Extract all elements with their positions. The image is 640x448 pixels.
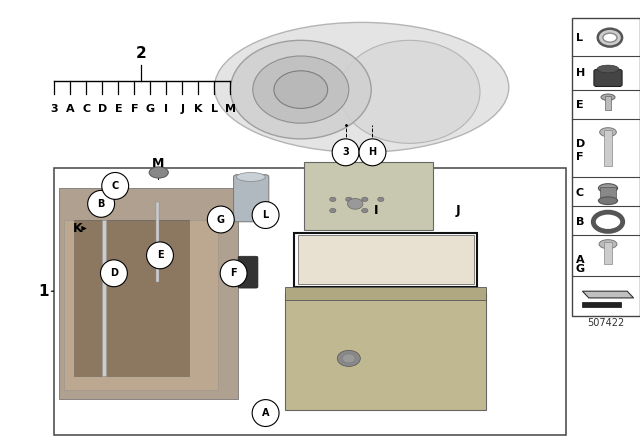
Text: E: E [115, 104, 122, 114]
Text: L: L [576, 33, 583, 43]
Text: 3: 3 [51, 104, 58, 114]
Ellipse shape [252, 202, 279, 228]
Ellipse shape [359, 139, 386, 166]
Text: I: I [164, 104, 168, 114]
Circle shape [253, 56, 349, 123]
Text: H: H [576, 69, 585, 78]
FancyBboxPatch shape [74, 220, 189, 376]
Text: F: F [230, 268, 237, 278]
FancyBboxPatch shape [64, 220, 218, 390]
Text: 3: 3 [342, 147, 349, 157]
FancyBboxPatch shape [600, 187, 616, 201]
Text: B: B [576, 217, 584, 227]
Text: G: G [576, 264, 585, 274]
FancyBboxPatch shape [285, 293, 486, 410]
Circle shape [362, 208, 368, 213]
FancyBboxPatch shape [594, 69, 622, 86]
Text: F: F [576, 152, 584, 162]
Text: D: D [576, 139, 585, 149]
Ellipse shape [100, 260, 127, 287]
Text: E: E [576, 100, 584, 110]
Text: A: A [66, 104, 75, 114]
Text: C: C [111, 181, 119, 191]
Ellipse shape [149, 167, 168, 178]
FancyBboxPatch shape [298, 235, 474, 284]
Ellipse shape [332, 139, 359, 166]
Text: M: M [225, 104, 236, 114]
Ellipse shape [597, 65, 619, 73]
Text: G: G [217, 215, 225, 224]
Text: J: J [455, 204, 460, 217]
Circle shape [330, 208, 336, 213]
FancyBboxPatch shape [102, 220, 106, 376]
Ellipse shape [252, 400, 279, 426]
Text: 1: 1 [38, 284, 49, 299]
Text: B: B [97, 199, 105, 209]
Text: M: M [152, 157, 164, 170]
Text: H: H [369, 147, 376, 157]
Text: L: L [262, 210, 269, 220]
Circle shape [348, 198, 363, 209]
Ellipse shape [339, 40, 480, 143]
FancyBboxPatch shape [54, 168, 566, 435]
Text: F: F [131, 104, 138, 114]
Ellipse shape [214, 22, 509, 152]
FancyBboxPatch shape [572, 18, 640, 316]
Polygon shape [582, 291, 634, 298]
Ellipse shape [102, 172, 129, 199]
Text: I: I [373, 204, 378, 217]
Text: C: C [83, 104, 90, 114]
Circle shape [330, 197, 336, 202]
Ellipse shape [603, 33, 617, 42]
Text: K: K [194, 104, 203, 114]
Ellipse shape [598, 197, 618, 205]
Text: A: A [576, 255, 584, 265]
FancyBboxPatch shape [304, 162, 433, 230]
Circle shape [342, 354, 355, 363]
Circle shape [346, 197, 352, 202]
Text: J: J [180, 104, 184, 114]
FancyBboxPatch shape [234, 175, 269, 222]
FancyBboxPatch shape [59, 188, 238, 399]
Ellipse shape [600, 128, 616, 137]
Text: D: D [98, 104, 107, 114]
Text: D: D [110, 268, 118, 278]
Ellipse shape [598, 29, 622, 47]
Ellipse shape [147, 242, 173, 269]
Ellipse shape [599, 240, 617, 249]
FancyBboxPatch shape [156, 202, 159, 282]
Circle shape [337, 350, 360, 366]
Text: E: E [157, 250, 163, 260]
Text: K: K [73, 222, 83, 235]
Ellipse shape [207, 206, 234, 233]
FancyBboxPatch shape [605, 96, 611, 110]
Circle shape [230, 40, 371, 139]
Text: C: C [576, 188, 584, 198]
Ellipse shape [237, 172, 265, 181]
FancyBboxPatch shape [238, 256, 258, 288]
Text: L: L [211, 104, 218, 114]
Ellipse shape [88, 190, 115, 217]
Ellipse shape [220, 260, 247, 287]
Circle shape [274, 71, 328, 108]
Text: A: A [262, 408, 269, 418]
Circle shape [378, 197, 384, 202]
Ellipse shape [601, 94, 615, 100]
Text: 2: 2 [136, 46, 146, 61]
Text: 507422: 507422 [587, 318, 624, 327]
Ellipse shape [598, 184, 618, 193]
FancyBboxPatch shape [582, 302, 621, 307]
FancyBboxPatch shape [604, 130, 612, 166]
FancyBboxPatch shape [285, 287, 486, 300]
FancyBboxPatch shape [604, 242, 612, 264]
Circle shape [362, 197, 368, 202]
Text: G: G [146, 104, 155, 114]
